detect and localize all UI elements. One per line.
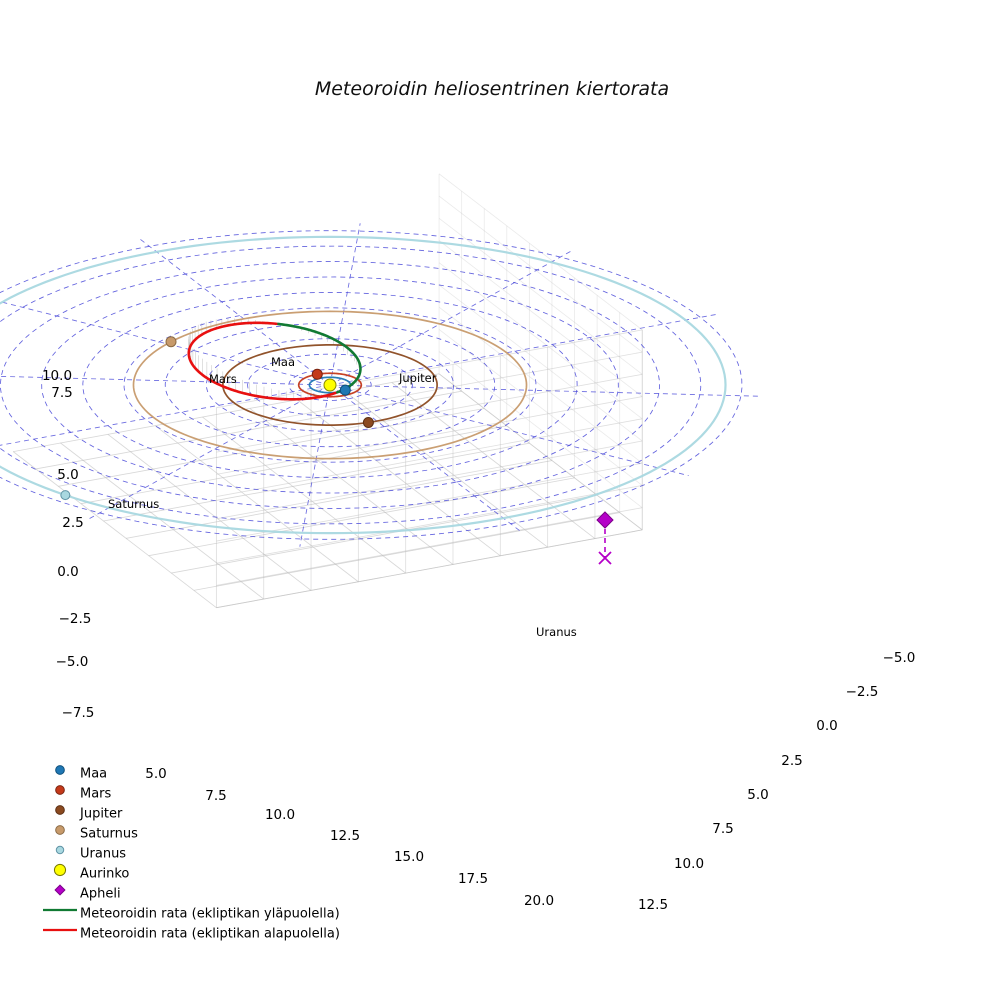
planet-label-maa: Maa	[271, 355, 295, 369]
planet-label-mars: Mars	[209, 372, 237, 386]
legend-label-5: Aurinko	[80, 867, 129, 882]
y-tick-5: 7.5	[712, 821, 733, 837]
marker-saturnus	[165, 336, 177, 348]
legend-marker-2	[55, 805, 65, 815]
planet-orbits	[0, 235, 727, 535]
x-tick-1: 7.5	[205, 788, 226, 804]
z-tick-5: −2.5	[59, 611, 92, 627]
legend-label-0: Maa	[80, 767, 107, 782]
axis-tick-labels: 10.07.55.02.50.0−2.5−5.0−7.55.07.510.012…	[42, 368, 915, 913]
meteoroid-segment	[187, 321, 338, 401]
orbit-saturnus	[132, 310, 528, 460]
x-tick-5: 17.5	[458, 871, 488, 887]
planet-labels: Maa Mars Jupiter Saturnus Uranus	[108, 355, 577, 639]
planet-label-uranus: Uranus	[536, 625, 577, 639]
legend-marker-6	[54, 884, 66, 896]
planet-label-jupiter: Jupiter	[398, 371, 437, 385]
z-tick-0: 10.0	[42, 368, 72, 384]
legend-marker-4	[55, 845, 65, 855]
x-tick-3: 12.5	[330, 828, 360, 844]
meteoroid-segment	[276, 322, 362, 392]
z-tick-3: 2.5	[62, 515, 83, 531]
page-title: Meteoroidin heliosentrinen kiertorata	[315, 78, 669, 100]
y-tick-4: 5.0	[747, 787, 768, 803]
x-tick-2: 10.0	[265, 807, 295, 823]
orbit-uranus	[0, 235, 727, 535]
planet-markers	[60, 336, 614, 565]
legend: Maa Mars Jupiter Saturnus Uranus Aurinko Aphel…	[43, 765, 340, 942]
x-tick-4: 15.0	[394, 849, 424, 865]
legend-marker-0	[55, 765, 65, 775]
orbit-jupiter	[222, 344, 438, 426]
marker-mars	[311, 368, 323, 380]
legend-label-8: Meteoroidin rata (ekliptikan alapuolella…	[80, 927, 340, 942]
marker-uranus	[60, 490, 71, 501]
marker-jupiter	[362, 416, 374, 428]
y-tick-6: 10.0	[674, 856, 704, 872]
x-tick-6: 20.0	[524, 893, 554, 909]
z-tick-4: 0.0	[57, 564, 78, 580]
legend-marker-3	[55, 825, 65, 835]
y-tick-7: 12.5	[638, 897, 668, 913]
z-tick-6: −5.0	[56, 654, 89, 670]
marker-maa	[339, 384, 351, 396]
marker-aurinko	[323, 378, 337, 392]
y-tick-3: 2.5	[781, 753, 802, 769]
z-tick-1: 7.5	[51, 385, 72, 401]
legend-marker-5	[53, 863, 67, 877]
x-tick-0: 5.0	[145, 766, 166, 782]
z-tick-7: −7.5	[62, 705, 95, 721]
y-tick-1: −2.5	[846, 684, 879, 700]
legend-label-7: Meteoroidin rata (ekliptikan yläpuolella…	[80, 907, 340, 922]
legend-label-2: Jupiter	[79, 807, 123, 822]
legend-label-1: Mars	[80, 787, 112, 802]
legend-marker-1	[55, 785, 65, 795]
y-tick-2: 0.0	[816, 718, 837, 734]
legend-label-6: Apheli	[80, 887, 121, 902]
y-tick-0: −5.0	[883, 650, 916, 666]
legend-label-4: Uranus	[80, 847, 126, 862]
z-tick-2: 5.0	[57, 467, 78, 483]
legend-label-3: Saturnus	[80, 827, 138, 842]
planet-label-saturnus: Saturnus	[108, 497, 159, 511]
apheli-projection-marker	[598, 551, 612, 565]
